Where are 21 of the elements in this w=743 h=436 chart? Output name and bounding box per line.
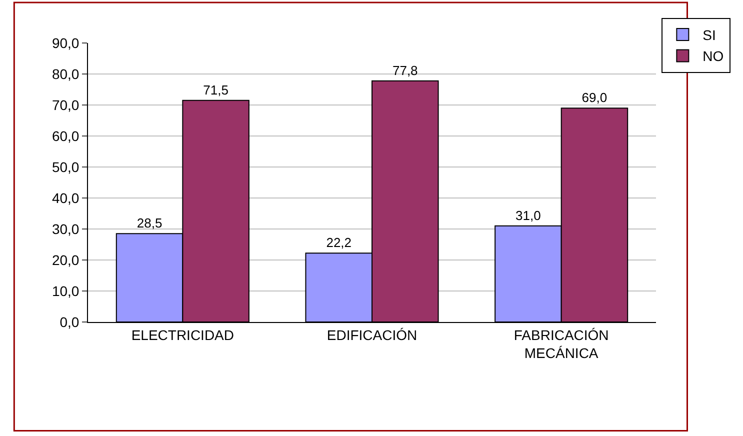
data-label: 69,0: [582, 90, 608, 106]
y-tick-label: 40,0: [52, 190, 80, 206]
y-tick-label: 50,0: [52, 158, 80, 175]
x-tick-label: FABRICACIÓN MECÁNICA: [514, 326, 609, 361]
y-tick-label: 30,0: [52, 220, 80, 237]
y-tick-label: 20,0: [52, 252, 80, 268]
y-tick-label: 90,0: [52, 34, 80, 51]
y-tick-label: 0,0: [60, 314, 80, 330]
data-label: 71,5: [203, 82, 228, 98]
data-label: 31,0: [516, 208, 541, 223]
legend-label: SI: [702, 26, 716, 43]
y-tick-label: 10,0: [52, 282, 80, 299]
y-tick-label: 70,0: [52, 96, 80, 113]
x-tick-label: EDIFICACIÓN: [326, 326, 418, 343]
y-tick-label: 60,0: [52, 128, 80, 144]
y-tick-label: 80,0: [52, 66, 80, 82]
data-label: 28,5: [136, 216, 162, 231]
legend-label: NO: [702, 48, 724, 64]
x-tick-label: ELECTRICIDAD: [131, 326, 234, 343]
data-label: 22,2: [326, 235, 352, 250]
data-label: 77,8: [392, 62, 418, 78]
